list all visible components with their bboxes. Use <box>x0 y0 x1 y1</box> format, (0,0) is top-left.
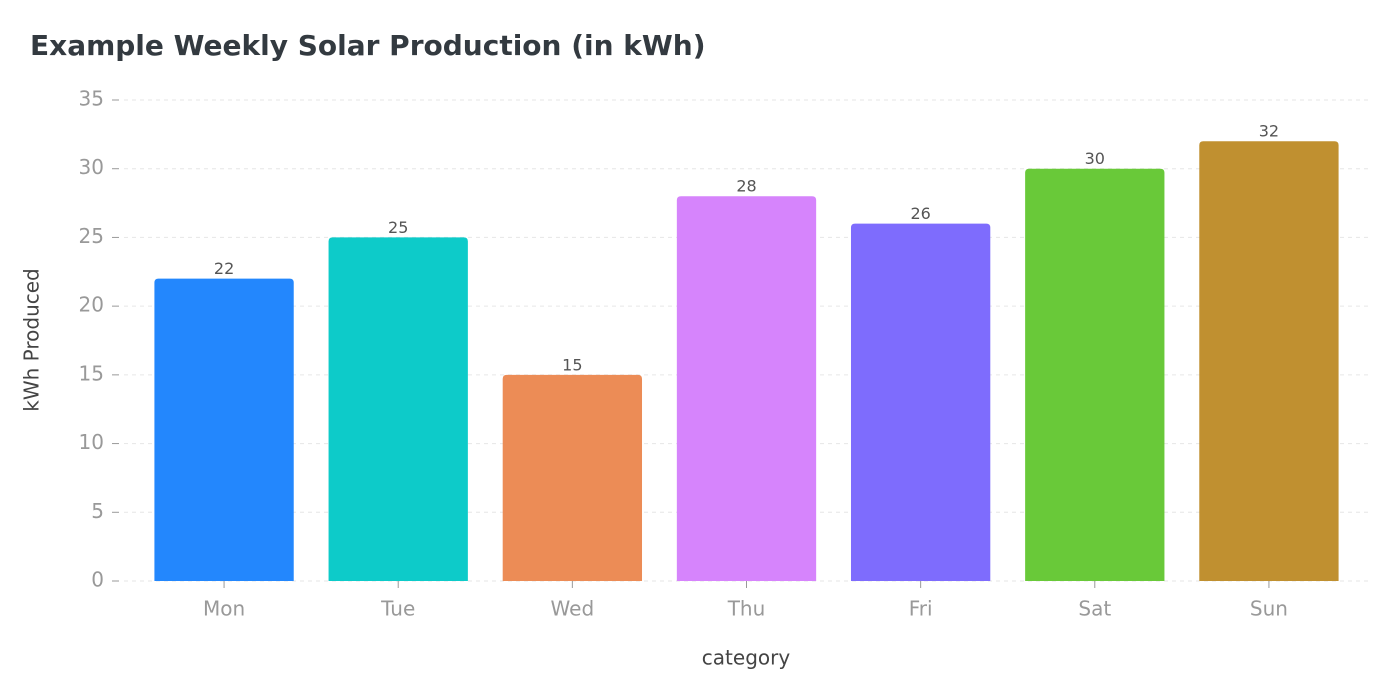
x-tick-label: Sat <box>1078 597 1111 621</box>
bar <box>154 278 294 581</box>
y-tick-label: 30 <box>79 155 104 179</box>
x-tick-label: Fri <box>909 597 933 621</box>
chart-title: Example Weekly Solar Production (in kWh) <box>30 29 706 62</box>
x-tick-label: Mon <box>203 597 245 621</box>
y-tick-label: 10 <box>79 430 104 454</box>
y-tick-label: 25 <box>79 224 104 248</box>
y-tick-label: 35 <box>79 87 104 111</box>
x-tick-label: Wed <box>551 597 595 621</box>
y-tick-label: 0 <box>91 568 104 592</box>
data-label: 32 <box>1259 122 1279 141</box>
x-tick-label: Sun <box>1250 597 1288 621</box>
bar <box>1025 168 1165 581</box>
data-label: 15 <box>562 355 582 374</box>
data-label: 25 <box>388 218 408 237</box>
data-label: 28 <box>736 177 756 196</box>
y-tick-label: 5 <box>91 499 104 523</box>
bar <box>676 196 817 581</box>
x-tick-label: Tue <box>380 597 415 621</box>
data-label: 30 <box>1085 149 1105 168</box>
data-label: 26 <box>910 204 930 223</box>
y-axis-label: kWh Produced <box>20 268 44 412</box>
data-label: 22 <box>214 259 234 278</box>
x-axis-label: category <box>702 646 791 670</box>
bar <box>1199 141 1339 581</box>
bar <box>502 374 643 581</box>
x-tick-label: Thu <box>727 597 766 621</box>
bar <box>850 223 991 581</box>
bar <box>328 237 468 581</box>
y-tick-label: 15 <box>79 361 104 385</box>
y-tick-label: 20 <box>79 293 104 317</box>
